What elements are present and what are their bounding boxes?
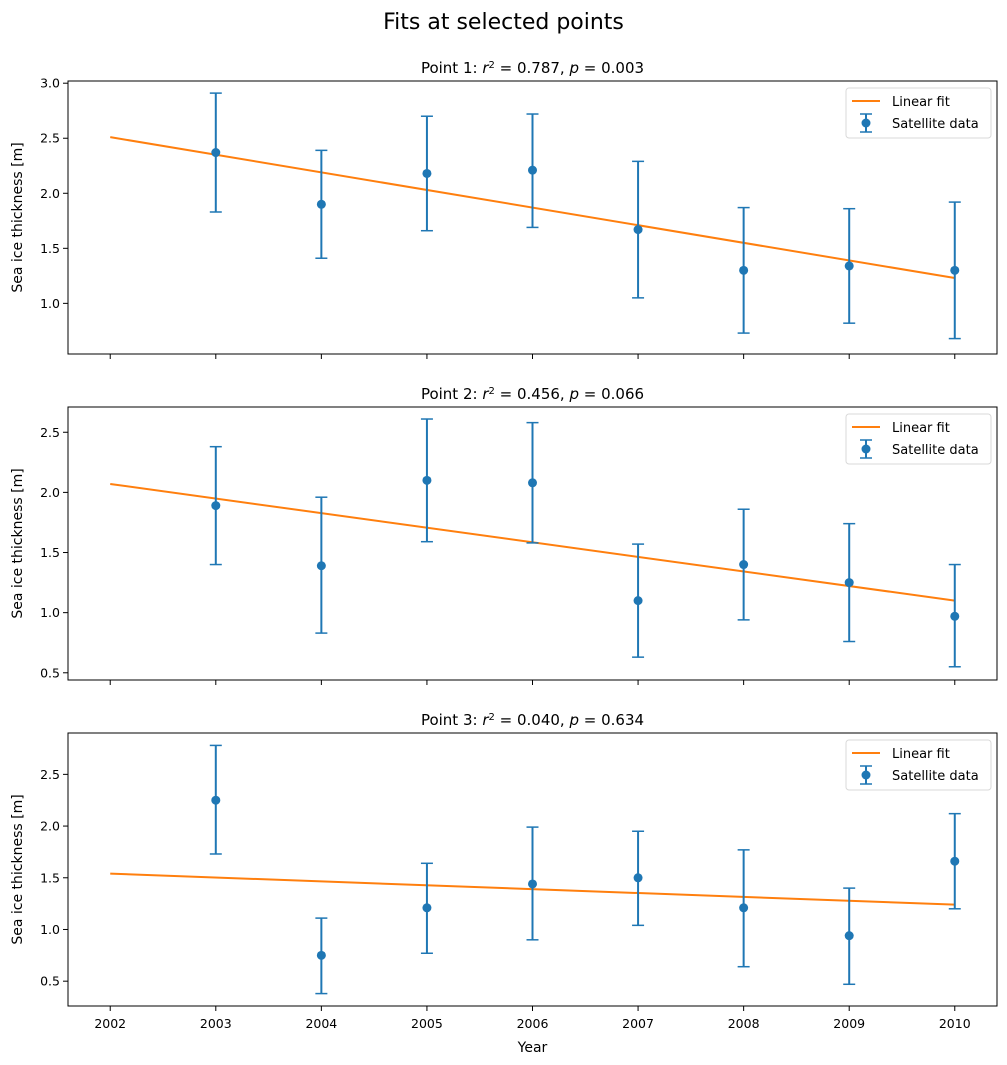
x-tick-label-3: 2009 [833,1016,865,1031]
y-tick-label-1: 2.0 [40,186,60,201]
data-point-3-2009 [844,931,854,941]
subplot-3: 0.5 1.0 1.5 2.0 2.5 2002 2003 2004 2005 2006 2007 2… [10,711,998,1031]
data-point-2-2008 [739,560,749,570]
y-tick-label-2: 2.5 [40,425,60,440]
legend-data-label: Satellite data [892,769,979,784]
y-axis-label-1: Sea ice thickness [m] [10,142,26,292]
y-tick-label-2: 1.5 [40,545,60,560]
legend-3: Linear fit Satellite data [845,739,992,791]
y-tick-label-3: 1.0 [40,922,60,937]
legend-box [845,739,992,791]
data-point-1-2004 [316,199,326,209]
y-tick-label-3: 0.5 [40,974,60,989]
legend-data-label: Satellite data [892,117,979,132]
legend-data-marker [861,444,871,454]
y-axis-label-3: Sea ice thickness [m] [10,794,26,944]
x-axis-label: Year [517,1040,548,1056]
y-tick-label-2: 0.5 [40,665,60,680]
x-tick-label-3: 2002 [94,1016,126,1031]
data-point-1-2010 [950,265,960,275]
x-tick-label-3: 2007 [622,1016,654,1031]
subplot-2: 0.5 1.0 1.5 2.0 2.5 Sea ice thickness [m] Poin… [10,385,998,685]
y-tick-label-3: 2.5 [40,767,60,782]
x-tick-label-3: 2005 [411,1016,443,1031]
legend-fit-label: Linear fit [892,747,950,762]
y-tick-label-3: 1.5 [40,870,60,885]
x-tick-label-3: 2003 [200,1016,232,1031]
y-tick-label-1: 1.0 [40,296,60,311]
data-point-1-2007 [633,225,643,235]
legend-data-marker [861,770,871,780]
subplot-1: 1.0 1.5 2.0 2.5 3.0 Sea ice thickness [m] Poin… [10,59,998,359]
x-tick-label-3: 2004 [305,1016,337,1031]
subplot-title-1: Point 1: r2 = 0.787, p = 0.003 [421,59,644,77]
data-point-2-2003 [211,501,221,511]
data-point-1-2006 [528,165,537,175]
y-tick-label-2: 1.0 [40,605,60,620]
data-point-3-2010 [950,856,960,866]
data-point-2-2009 [844,578,854,588]
data-point-1-2008 [739,265,749,275]
y-axis-label-2: Sea ice thickness [m] [10,468,26,618]
subplots-group: 1.0 1.5 2.0 2.5 3.0 Sea ice thickness [m] Poin… [10,59,998,1031]
subplot-title-2: Point 2: r2 = 0.456, p = 0.066 [421,385,644,403]
data-point-3-2003 [211,795,221,805]
legend-box [845,87,992,139]
data-point-1-2005 [422,168,432,178]
data-point-2-2004 [316,561,326,571]
y-tick-label-1: 3.0 [40,76,60,91]
legend-2: Linear fit Satellite data [845,413,992,465]
data-point-1-2003 [211,148,221,158]
x-tick-label-3: 2010 [939,1016,971,1031]
figure-suptitle: Fits at selected points [383,10,624,35]
x-tick-label-3: 2006 [517,1016,549,1031]
legend-data-label: Satellite data [892,443,979,458]
data-point-3-2004 [316,950,326,960]
data-point-2-2010 [950,611,960,621]
legend-fit-label: Linear fit [892,421,950,436]
data-point-2-2005 [422,475,432,485]
legend-data-marker [861,118,871,128]
data-point-1-2009 [844,261,854,271]
legend-fit-label: Linear fit [892,95,950,110]
data-point-3-2007 [633,873,643,883]
x-tick-label-3: 2008 [728,1016,760,1031]
legend-box [845,413,992,465]
legend-1: Linear fit Satellite data [845,87,992,139]
data-point-3-2008 [739,903,749,913]
subplot-title-3: Point 3: r2 = 0.040, p = 0.634 [421,711,644,729]
y-tick-label-1: 1.5 [40,241,60,256]
data-point-2-2006 [528,478,537,488]
data-point-2-2007 [633,596,643,606]
data-point-3-2006 [528,879,537,889]
y-tick-label-2: 2.0 [40,485,60,500]
y-tick-label-1: 2.5 [40,131,60,146]
data-point-3-2005 [422,903,432,913]
y-tick-label-3: 2.0 [40,819,60,834]
